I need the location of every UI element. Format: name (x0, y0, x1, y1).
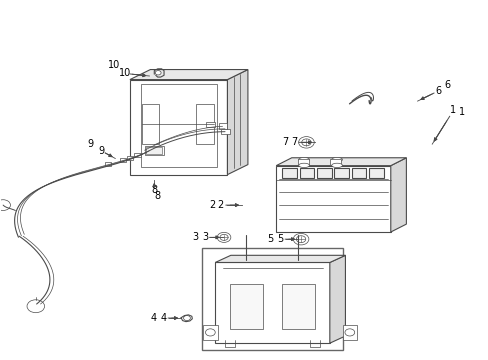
Polygon shape (329, 255, 345, 343)
Polygon shape (215, 255, 345, 262)
Circle shape (217, 232, 230, 242)
Bar (130, 80, 227, 175)
Ellipse shape (298, 157, 309, 162)
Bar (368, 168, 383, 177)
Text: 8: 8 (154, 191, 160, 201)
Bar (334, 168, 348, 177)
Text: 6: 6 (435, 86, 441, 96)
Text: 10: 10 (108, 60, 120, 70)
Bar (351, 168, 366, 177)
Bar (342, 325, 356, 339)
Polygon shape (130, 69, 247, 80)
Text: 3: 3 (202, 232, 207, 242)
Bar (120, 158, 126, 162)
Text: 2: 2 (208, 200, 215, 210)
Ellipse shape (331, 157, 342, 162)
Bar (196, 104, 213, 144)
Circle shape (344, 329, 354, 336)
Bar (134, 153, 141, 157)
Bar (127, 156, 133, 159)
Bar (142, 104, 159, 144)
Circle shape (220, 234, 227, 240)
Text: 4: 4 (150, 313, 157, 323)
Bar (276, 166, 390, 232)
Bar (282, 284, 315, 329)
Text: 5: 5 (267, 234, 273, 244)
Polygon shape (390, 158, 406, 232)
Bar (146, 147, 162, 154)
Text: 1: 1 (458, 107, 464, 117)
Bar (206, 122, 215, 127)
Text: 6: 6 (444, 80, 449, 90)
Bar (229, 284, 262, 329)
Bar (299, 168, 313, 177)
Circle shape (27, 300, 44, 313)
Polygon shape (276, 158, 406, 166)
Text: 7: 7 (282, 138, 288, 147)
Ellipse shape (298, 163, 309, 167)
Text: 1: 1 (449, 105, 456, 115)
Bar (202, 248, 343, 350)
Bar (215, 262, 329, 343)
Bar (329, 159, 340, 165)
Text: 8: 8 (151, 185, 157, 195)
Polygon shape (227, 69, 247, 175)
Bar (144, 146, 163, 155)
Circle shape (0, 200, 10, 211)
Circle shape (205, 329, 215, 336)
Bar (282, 168, 296, 177)
Bar (218, 123, 227, 129)
Circle shape (298, 136, 314, 148)
Bar (141, 84, 216, 167)
Circle shape (301, 139, 310, 146)
Text: 4: 4 (160, 313, 166, 323)
Text: 3: 3 (192, 232, 198, 242)
Bar (316, 168, 331, 177)
Text: 10: 10 (118, 68, 130, 78)
Text: 5: 5 (277, 234, 283, 244)
Ellipse shape (331, 163, 342, 167)
Circle shape (155, 71, 161, 75)
Bar (203, 325, 217, 339)
Text: 9: 9 (87, 139, 93, 149)
Text: 7: 7 (290, 138, 297, 147)
Circle shape (293, 233, 308, 245)
Circle shape (183, 316, 190, 320)
Bar (298, 159, 308, 165)
Bar (221, 129, 229, 134)
Bar (105, 162, 111, 166)
Text: 9: 9 (98, 146, 104, 156)
Text: 2: 2 (217, 200, 224, 210)
Circle shape (296, 236, 305, 243)
